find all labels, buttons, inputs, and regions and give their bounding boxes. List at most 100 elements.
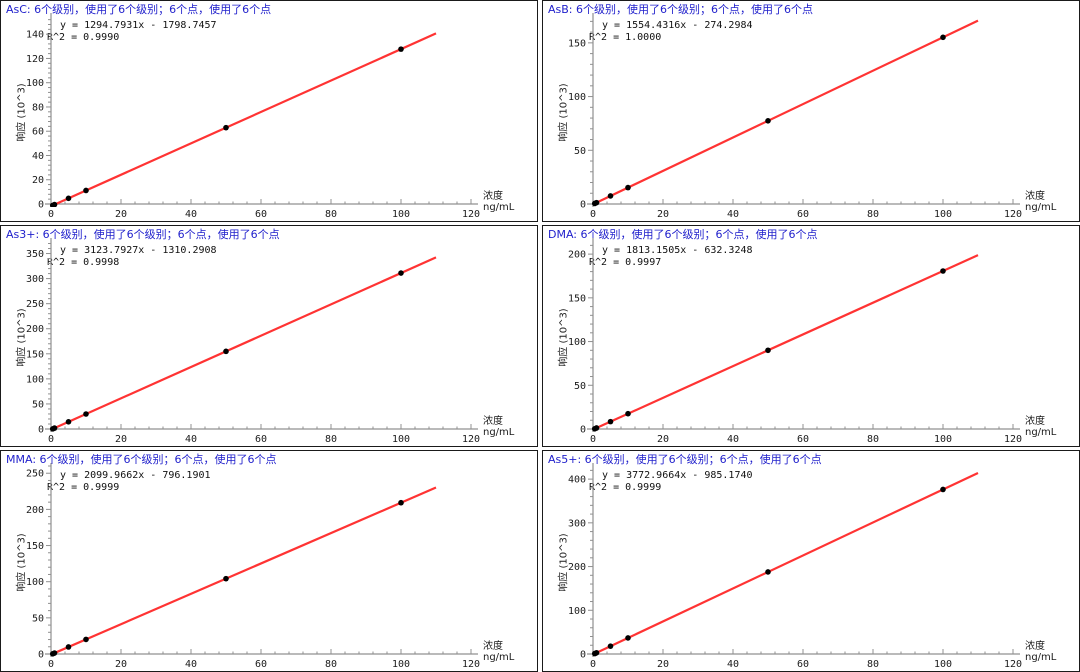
equation-text: y = 3772.9664x - 985.1740 bbox=[602, 470, 753, 481]
svg-text:200: 200 bbox=[26, 324, 44, 335]
svg-text:120: 120 bbox=[1004, 659, 1022, 670]
fit-equation-block: y = 1813.1505x - 632.3248 R^2 = 0.9997 bbox=[589, 245, 753, 269]
equation-text: y = 1554.4316x - 274.2984 bbox=[602, 20, 753, 31]
fit-equation-block: y = 3772.9664x - 985.1740 R^2 = 0.9999 bbox=[589, 470, 753, 494]
equation-text: y = 3123.7927x - 1310.2908 bbox=[60, 245, 217, 256]
svg-text:0: 0 bbox=[38, 200, 44, 211]
svg-text:250: 250 bbox=[26, 469, 44, 480]
x-axis-label: 浓度 ng/mL bbox=[483, 191, 515, 213]
svg-text:100: 100 bbox=[392, 659, 410, 670]
svg-text:40: 40 bbox=[185, 434, 197, 445]
fit-equation-block: y = 1294.7931x - 1798.7457 R^2 = 0.9990 bbox=[47, 20, 217, 44]
svg-text:50: 50 bbox=[32, 399, 44, 410]
svg-text:120: 120 bbox=[462, 434, 480, 445]
panel-title: As5+: 6个级别，使用了6个级别；6个点，使用了6个点 bbox=[548, 453, 822, 466]
svg-text:50: 50 bbox=[574, 146, 586, 157]
svg-text:150: 150 bbox=[568, 293, 586, 304]
svg-text:300: 300 bbox=[26, 274, 44, 285]
svg-text:40: 40 bbox=[727, 209, 739, 220]
svg-text:100: 100 bbox=[934, 209, 952, 220]
equation-text: y = 1294.7931x - 1798.7457 bbox=[60, 20, 217, 31]
equation-text: y = 2099.9662x - 796.1901 bbox=[60, 470, 211, 481]
svg-text:0: 0 bbox=[580, 425, 586, 436]
svg-text:150: 150 bbox=[26, 349, 44, 360]
svg-text:100: 100 bbox=[568, 337, 586, 348]
svg-text:50: 50 bbox=[32, 613, 44, 624]
svg-text:50: 50 bbox=[574, 381, 586, 392]
calibration-plot: 0 20 40 60 80 100 120 0 50 100 150 200 250 300 350 bbox=[26, 238, 480, 445]
panel-title: AsC: 6个级别，使用了6个级别；6个点，使用了6个点 bbox=[6, 3, 272, 16]
svg-text:20: 20 bbox=[115, 434, 127, 445]
calibration-plot: 0 20 40 60 80 100 120 0 100 200 300 400 bbox=[568, 463, 1022, 670]
calibration-panel-asb[interactable]: AsB: 6个级别，使用了6个级别；6个点，使用了6个点 y = 1554.43… bbox=[542, 0, 1080, 222]
svg-text:200: 200 bbox=[26, 505, 44, 516]
svg-text:140: 140 bbox=[26, 30, 44, 41]
svg-text:100: 100 bbox=[26, 374, 44, 385]
svg-text:60: 60 bbox=[797, 659, 809, 670]
svg-text:80: 80 bbox=[325, 659, 337, 670]
svg-text:80: 80 bbox=[867, 434, 879, 445]
calibration-plot: 0 20 40 60 80 100 120 0 50 100 150 200 bbox=[568, 238, 1022, 445]
svg-text:120: 120 bbox=[1004, 434, 1022, 445]
panel-title: As3+: 6个级别，使用了6个级别；6个点，使用了6个点 bbox=[6, 228, 280, 241]
svg-text:250: 250 bbox=[26, 299, 44, 310]
calibration-panel-mma[interactable]: MMA: 6个级别，使用了6个级别；6个点，使用了6个点 y = 2099.96… bbox=[0, 450, 538, 672]
svg-text:40: 40 bbox=[185, 209, 197, 220]
svg-text:350: 350 bbox=[26, 249, 44, 260]
r-squared-text: R^2 = 0.9990 bbox=[47, 32, 120, 43]
svg-text:20: 20 bbox=[657, 209, 669, 220]
svg-text:100: 100 bbox=[26, 78, 44, 89]
svg-text:20: 20 bbox=[657, 434, 669, 445]
svg-text:20: 20 bbox=[115, 209, 127, 220]
panel-title: MMA: 6个级别，使用了6个级别；6个点，使用了6个点 bbox=[6, 453, 277, 466]
calibration-panel-as3[interactable]: As3+: 6个级别，使用了6个级别；6个点，使用了6个点 y = 3123.7… bbox=[0, 225, 538, 447]
svg-text:400: 400 bbox=[568, 475, 586, 486]
svg-text:0: 0 bbox=[48, 209, 54, 220]
svg-text:100: 100 bbox=[392, 209, 410, 220]
svg-text:60: 60 bbox=[797, 434, 809, 445]
svg-text:0: 0 bbox=[38, 650, 44, 661]
svg-text:150: 150 bbox=[26, 541, 44, 552]
r-squared-text: R^2 = 0.9997 bbox=[589, 257, 662, 268]
svg-text:150: 150 bbox=[568, 38, 586, 49]
calibration-plot: 0 20 40 60 80 100 120 0 50 100 150 200 250 bbox=[26, 463, 480, 670]
x-axis-label: 浓度 ng/mL bbox=[1025, 416, 1057, 438]
svg-text:100: 100 bbox=[568, 92, 586, 103]
svg-text:200: 200 bbox=[568, 562, 586, 573]
svg-text:60: 60 bbox=[255, 659, 267, 670]
svg-text:0: 0 bbox=[580, 200, 586, 211]
svg-text:80: 80 bbox=[325, 434, 337, 445]
svg-text:0: 0 bbox=[48, 659, 54, 670]
svg-text:120: 120 bbox=[26, 54, 44, 65]
svg-text:20: 20 bbox=[115, 659, 127, 670]
r-squared-text: R^2 = 0.9998 bbox=[47, 257, 120, 268]
fit-equation-block: y = 1554.4316x - 274.2984 R^2 = 1.0000 bbox=[589, 20, 753, 44]
x-axis-label: 浓度 ng/mL bbox=[1025, 191, 1057, 213]
fit-equation-block: y = 2099.9662x - 796.1901 R^2 = 0.9999 bbox=[47, 470, 211, 494]
svg-text:300: 300 bbox=[568, 518, 586, 529]
svg-text:80: 80 bbox=[867, 659, 879, 670]
svg-text:0: 0 bbox=[590, 209, 596, 220]
svg-text:100: 100 bbox=[568, 606, 586, 617]
calibration-panel-asc[interactable]: AsC: 6个级别，使用了6个级别；6个点，使用了6个点 y = 1294.79… bbox=[0, 0, 538, 222]
calibration-panel-as5[interactable]: As5+: 6个级别，使用了6个级别；6个点，使用了6个点 y = 3772.9… bbox=[542, 450, 1080, 672]
svg-text:120: 120 bbox=[1004, 209, 1022, 220]
svg-text:200: 200 bbox=[568, 250, 586, 261]
calibration-panel-dma[interactable]: DMA: 6个级别，使用了6个级别；6个点，使用了6个点 y = 1813.15… bbox=[542, 225, 1080, 447]
svg-text:80: 80 bbox=[325, 209, 337, 220]
svg-text:120: 120 bbox=[462, 209, 480, 220]
svg-text:0: 0 bbox=[580, 650, 586, 661]
svg-text:40: 40 bbox=[32, 151, 44, 162]
svg-text:40: 40 bbox=[185, 659, 197, 670]
x-axis-label: 浓度 ng/mL bbox=[483, 416, 515, 438]
svg-text:20: 20 bbox=[657, 659, 669, 670]
r-squared-text: R^2 = 0.9999 bbox=[589, 482, 662, 493]
fit-equation-block: y = 3123.7927x - 1310.2908 R^2 = 0.9998 bbox=[47, 245, 217, 269]
svg-text:40: 40 bbox=[727, 434, 739, 445]
svg-text:120: 120 bbox=[462, 659, 480, 670]
x-axis-label: 浓度 ng/mL bbox=[483, 641, 515, 663]
svg-text:0: 0 bbox=[48, 434, 54, 445]
svg-text:0: 0 bbox=[38, 425, 44, 436]
r-squared-text: R^2 = 1.0000 bbox=[589, 32, 662, 43]
svg-text:0: 0 bbox=[590, 659, 596, 670]
